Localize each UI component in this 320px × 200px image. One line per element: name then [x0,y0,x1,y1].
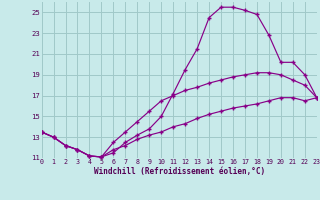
X-axis label: Windchill (Refroidissement éolien,°C): Windchill (Refroidissement éolien,°C) [94,167,265,176]
